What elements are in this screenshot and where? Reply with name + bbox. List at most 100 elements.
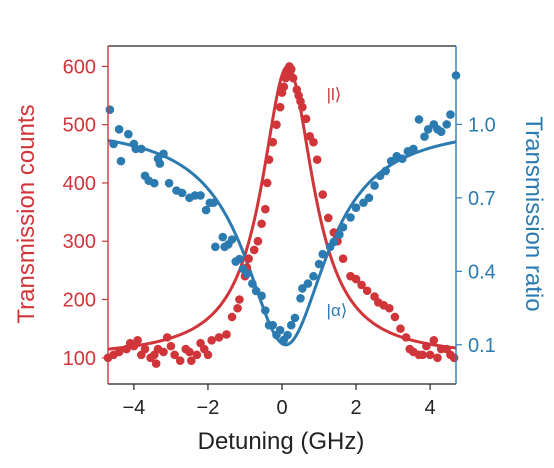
data-point: [109, 139, 118, 149]
data-point: [298, 102, 307, 112]
data-point: [423, 124, 433, 134]
data-point: [105, 105, 115, 114]
data-point: [233, 303, 242, 313]
data-point: [162, 333, 172, 342]
data-point: [309, 137, 318, 147]
data-point: [396, 324, 405, 333]
data-point: [192, 350, 202, 360]
y-right-tick-label: 0.4: [468, 261, 496, 283]
data-point: [257, 219, 266, 229]
data-point: [209, 198, 218, 208]
data-point: [185, 347, 194, 357]
data-point: [314, 259, 324, 269]
data-point: [442, 120, 452, 129]
data-point: [357, 280, 366, 290]
data-point: [286, 65, 296, 74]
data-point: [222, 330, 231, 339]
data-point: [420, 132, 429, 141]
data-point: [446, 110, 455, 119]
data-point: [227, 312, 237, 322]
data-point: [312, 155, 322, 164]
data-point: [155, 159, 165, 168]
y-right-tick-label: 0.1: [468, 335, 496, 357]
data-point: [296, 293, 305, 303]
x-tick-label: 4: [425, 397, 436, 419]
ticks: −4 −2 0 2 4 100 200 300 400 500 600 0.1 0.4 0.7 1.0: [63, 56, 496, 419]
data-point: [211, 242, 220, 252]
series-label-alpha: |α⟩: [327, 301, 348, 320]
data-point: [227, 235, 237, 244]
data-point: [114, 347, 124, 357]
data-point: [251, 286, 261, 296]
data-point: [275, 102, 285, 112]
data-point: [390, 312, 400, 322]
data-point: [385, 303, 394, 313]
data-point: [261, 204, 270, 214]
data-point: [323, 213, 333, 223]
data-point: [268, 320, 278, 330]
data-point: [290, 313, 300, 323]
y-axis-right-title: Transmission ratio: [520, 116, 547, 311]
data-point: [207, 335, 216, 345]
x-tick-label: 2: [350, 397, 361, 419]
data-point: [275, 325, 285, 335]
data-point: [433, 353, 442, 363]
data-point: [386, 156, 396, 166]
data-point: [264, 155, 274, 164]
x-tick-label: 0: [276, 397, 287, 419]
data-point: [242, 269, 252, 279]
data-point: [286, 320, 296, 330]
data-point: [398, 154, 407, 163]
data-point: [329, 237, 339, 247]
data-point: [235, 295, 244, 304]
data-point: [244, 254, 253, 264]
data-point: [187, 356, 196, 365]
data-point: [164, 178, 174, 188]
data-point: [177, 188, 187, 198]
data-point: [318, 249, 328, 259]
data-point: [303, 279, 313, 288]
data-point: [218, 232, 228, 242]
data-point: [268, 137, 278, 147]
data-point: [429, 335, 439, 345]
data-point: [422, 341, 431, 351]
data-point: [375, 171, 385, 181]
data-point: [359, 198, 368, 208]
data-point: [301, 114, 311, 124]
data-point: [159, 149, 168, 159]
data-point: [318, 190, 328, 199]
data-point: [235, 254, 244, 264]
data-point: [338, 254, 348, 264]
data-point: [335, 230, 344, 239]
data-point: [288, 73, 298, 83]
data-point: [298, 284, 307, 293]
data-point: [279, 82, 289, 92]
data-point: [351, 274, 361, 284]
y-left-tick-label: 500: [63, 115, 96, 137]
data-point: [364, 193, 374, 203]
data-point: [114, 124, 124, 134]
data-point: [401, 333, 411, 342]
data-point: [262, 178, 272, 188]
data-point: [253, 236, 263, 246]
data-point: [418, 350, 427, 360]
y-left-tick-label: 400: [63, 173, 96, 195]
x-tick-label: −4: [123, 397, 146, 419]
data-point: [436, 127, 446, 137]
y-left-tick-label: 200: [63, 290, 96, 312]
data-point: [425, 350, 435, 360]
data-point: [175, 356, 185, 365]
data-points: [103, 62, 461, 368]
data-point: [140, 344, 150, 354]
data-point: [346, 213, 355, 222]
data-point: [309, 271, 318, 281]
data-point: [414, 115, 424, 124]
data-point: [166, 341, 176, 351]
data-point: [257, 291, 266, 301]
y-axis-left-title: Transmission counts: [13, 104, 40, 323]
data-point: [449, 353, 459, 363]
data-point: [409, 144, 418, 154]
data-point: [381, 166, 390, 176]
data-point: [137, 144, 146, 154]
